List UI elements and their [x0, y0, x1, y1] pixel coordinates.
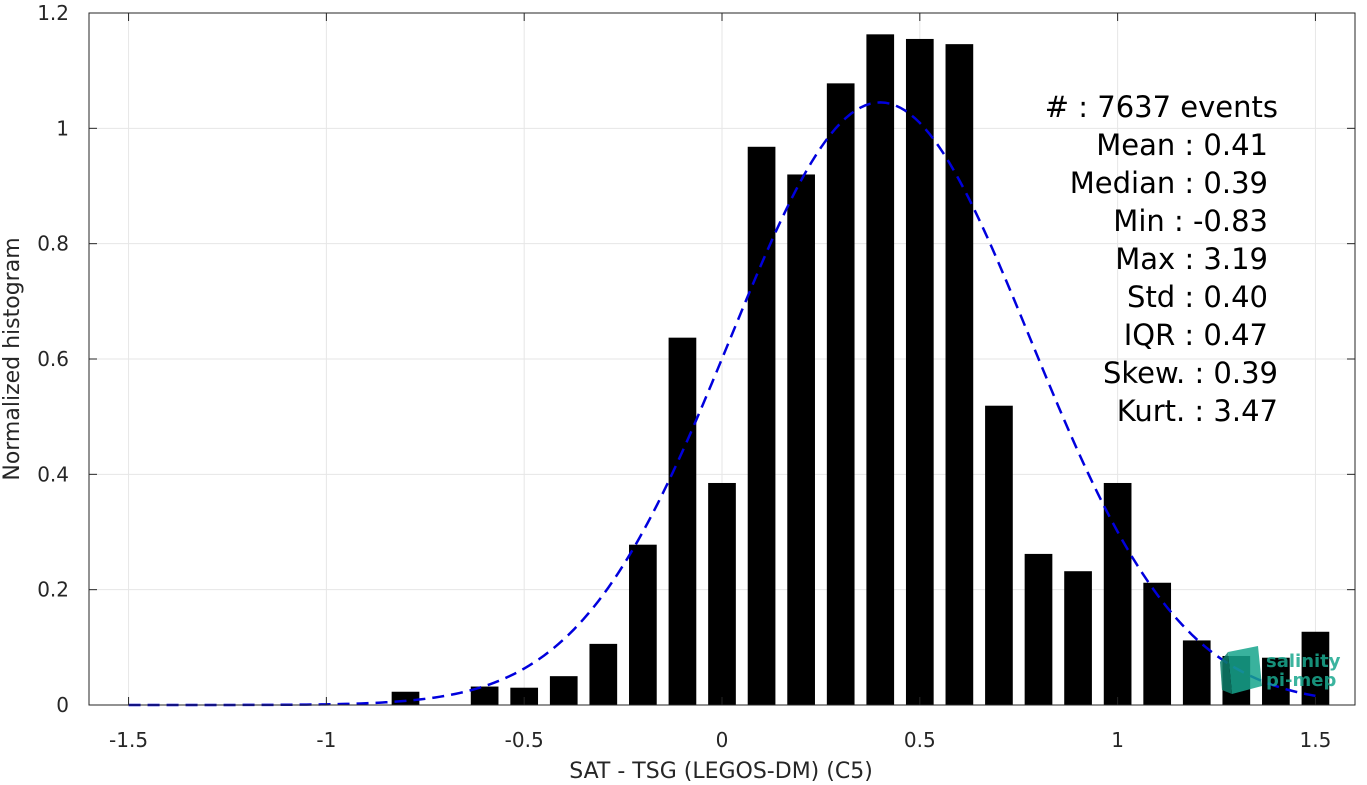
histogram-bar — [787, 174, 815, 705]
histogram-bar — [629, 544, 657, 705]
x-axis-label: SAT - TSG (LEGOS-DM) (C5) — [569, 759, 873, 784]
histogram-bar — [510, 687, 539, 705]
x-tick-label: -1 — [316, 728, 336, 752]
histogram-bar — [826, 83, 855, 705]
logo-text-line2: pi-mep — [1266, 670, 1336, 691]
logo-text-line1: salinity — [1266, 651, 1341, 672]
y-tick-label: 0.6 — [37, 347, 69, 371]
stat-kurt: Kurt. : 3.47 — [1117, 394, 1278, 428]
histogram-bar — [549, 676, 578, 705]
y-tick-label: 1.2 — [37, 1, 69, 25]
stat-mean: Mean : 0.41 — [1096, 128, 1268, 162]
y-axis-label: Normalized histogram — [0, 237, 25, 480]
stat-median: Median : 0.39 — [1070, 166, 1268, 200]
histogram-bar — [668, 337, 697, 705]
y-tick-label: 1 — [56, 116, 69, 140]
x-tick-label: 1 — [1111, 728, 1124, 752]
stat-std: Std : 0.40 — [1127, 280, 1268, 314]
histogram-bar — [985, 405, 1013, 705]
stat-skew: Skew. : 0.39 — [1103, 356, 1278, 390]
logo-cube-shade — [1220, 652, 1232, 694]
stat-iqr: IQR : 0.47 — [1124, 318, 1268, 352]
logo-cube-icon — [1228, 646, 1262, 694]
y-tick-labels: 0 0.2 0.4 0.6 0.8 1 1.2 — [37, 1, 69, 717]
histogram-bar — [1262, 657, 1290, 705]
histogram-bar — [747, 146, 776, 705]
histogram-bar — [708, 482, 736, 705]
y-tick-label: 0.4 — [37, 462, 69, 486]
histogram-bar — [391, 691, 420, 705]
x-tick-label: 0 — [716, 728, 729, 752]
y-tick-label: 0.2 — [37, 578, 69, 602]
histogram-bar — [1064, 571, 1092, 705]
histogram-bar — [1024, 553, 1053, 705]
bars — [391, 34, 1330, 705]
histogram-bar — [905, 38, 934, 705]
x-tick-labels: -1.5 -1 -0.5 0 0.5 1 1.5 — [109, 728, 1331, 752]
x-tick-label: 1.5 — [1300, 728, 1332, 752]
stat-max: Max : 3.19 — [1115, 242, 1268, 276]
x-tick-label: 0.5 — [904, 728, 936, 752]
stat-events: # : 7637 events — [1045, 90, 1278, 124]
x-tick-label: -0.5 — [505, 728, 544, 752]
histogram-bar — [1143, 582, 1172, 705]
stat-min: Min : -0.83 — [1113, 204, 1268, 238]
histogram-bar — [1301, 631, 1330, 705]
y-tick-label: 0 — [56, 693, 69, 717]
y-tick-label: 0.8 — [37, 232, 69, 256]
histogram-bar — [945, 44, 974, 705]
salinity-pimep-logo: salinity pi-mep — [1220, 646, 1341, 694]
histogram-bar — [470, 686, 499, 705]
histogram-bar — [1103, 482, 1132, 705]
stats-annotation: # : 7637 events Mean : 0.41 Median : 0.3… — [1045, 90, 1278, 428]
histogram-bar — [1182, 640, 1211, 705]
histogram-bar — [866, 34, 895, 705]
x-tick-label: -1.5 — [109, 728, 148, 752]
histogram-bar — [589, 643, 618, 705]
ticks — [89, 12, 1355, 706]
